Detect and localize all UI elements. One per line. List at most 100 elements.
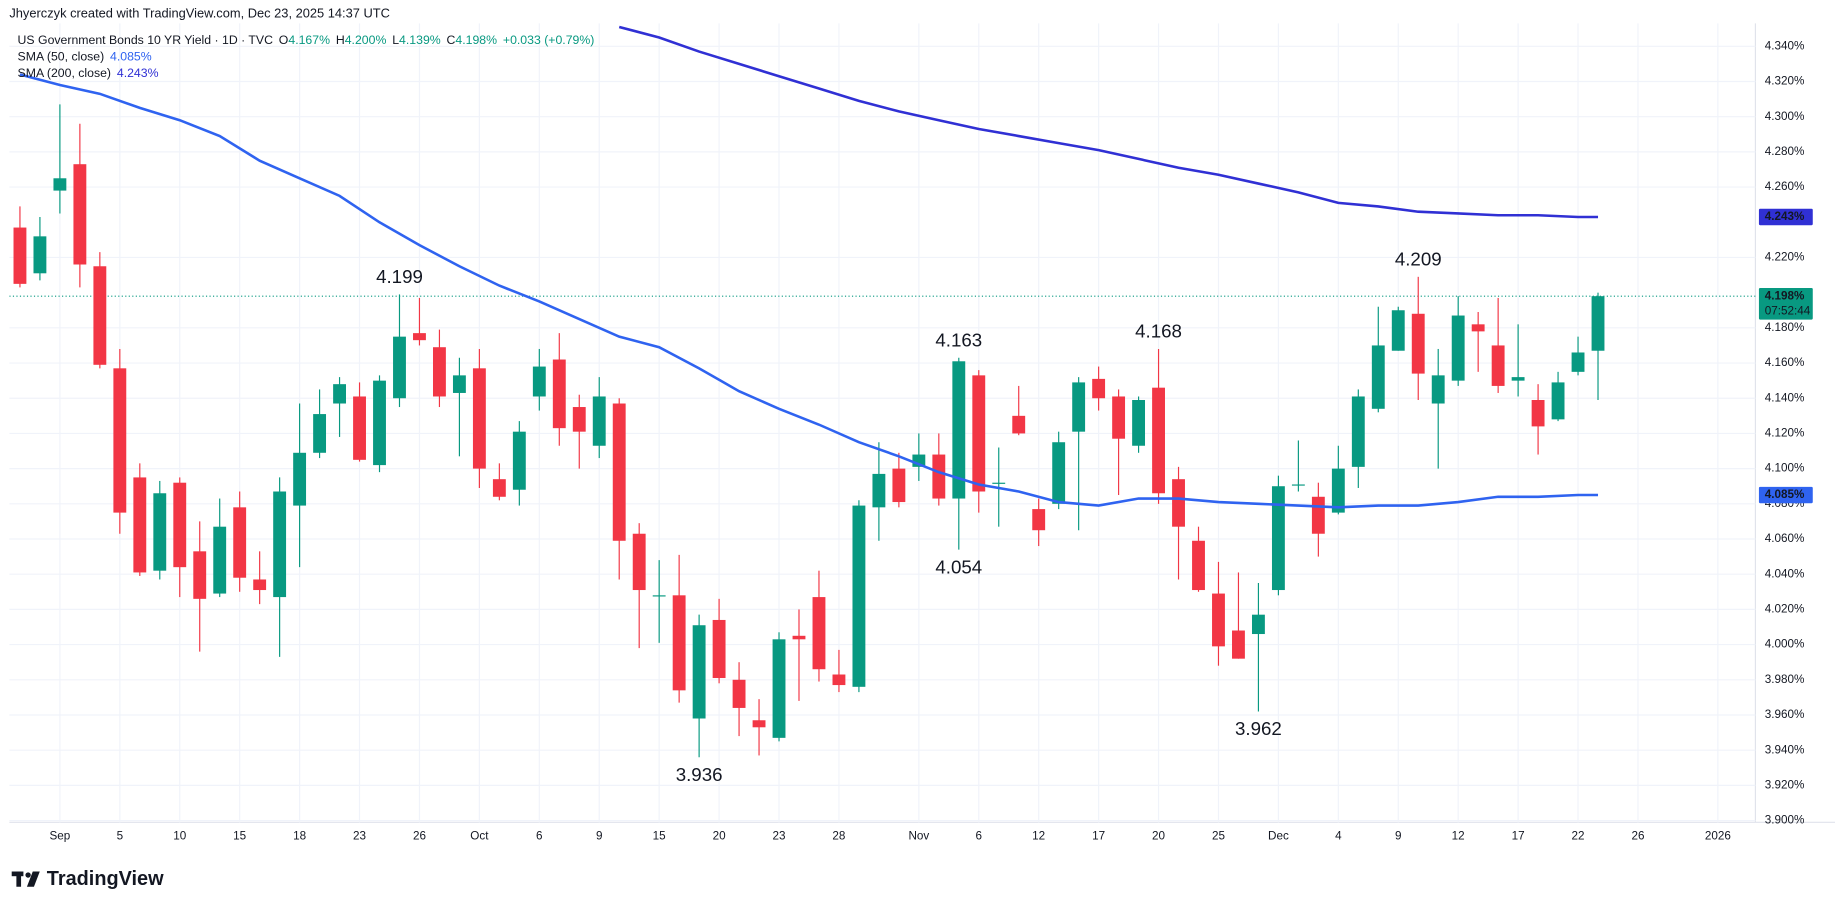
candle-body [1132, 399, 1146, 446]
x-tick-label: 2026 [1705, 829, 1731, 842]
price-label-box [1758, 208, 1813, 226]
candle-body [1331, 468, 1345, 513]
price-label: 4.198% [1765, 289, 1805, 302]
overlay: 4.340% 4.320% 4.300% 4.280% 4.260% 4.220% 4.18… [18, 33, 1813, 842]
candle-body [792, 635, 806, 640]
candle-body [972, 375, 986, 492]
legend-key: C [447, 33, 456, 47]
legend-title: US Government Bonds 10 YR Yield · 1D · T… [18, 33, 595, 47]
high-low-label: 4.054 [935, 556, 982, 577]
brand: TradingView [47, 868, 164, 890]
candle-body [1351, 396, 1365, 467]
x-tick-label: 15 [233, 829, 246, 842]
candle-body [1531, 399, 1545, 427]
x-tick-label: 20 [713, 829, 726, 842]
x-tick-label: 4 [1335, 829, 1342, 842]
candle-body [652, 595, 666, 597]
candle-body [432, 347, 446, 397]
x-tick-label: 9 [1395, 829, 1402, 842]
candle-body [752, 720, 766, 728]
candle-body [692, 625, 706, 719]
candle-body [472, 368, 486, 469]
x-tick-label: Oct [470, 829, 489, 842]
x-tick-label: 23 [773, 829, 786, 842]
countdown: 07:52:44 [1765, 304, 1811, 317]
candle-body [1032, 509, 1046, 531]
legend-value: 4.200% [345, 33, 387, 47]
legend-indicator: SMA (50, close) 4.085% [18, 50, 152, 64]
candle-body [632, 533, 646, 591]
legend-change: +0.033 (+0.79%) [503, 33, 594, 47]
candle-body [1291, 484, 1305, 486]
y-tick-label: 4.120% [1765, 427, 1805, 440]
candle-body [672, 595, 686, 691]
logo-part [25, 872, 31, 878]
candle-body [1511, 377, 1525, 381]
candle-body [13, 227, 27, 284]
candle-body [592, 396, 606, 446]
candle-body [452, 375, 466, 393]
x-tick-label: 5 [117, 829, 124, 842]
y-tick-label: 4.160% [1765, 356, 1805, 369]
candle-body [1152, 387, 1165, 494]
indicator-name: SMA (200, close) [18, 66, 111, 80]
candle-body [532, 366, 546, 397]
indicator-value: 4.243% [117, 66, 159, 80]
candle-body [1251, 614, 1265, 635]
candle-body [872, 473, 886, 508]
high-low-label: 4.209 [1395, 248, 1442, 269]
candle-body [233, 507, 247, 578]
candle-body [153, 493, 167, 571]
y-tick-label: 3.960% [1765, 708, 1805, 721]
sma-line [19, 73, 1599, 509]
y-tick-label: 4.340% [1765, 39, 1805, 52]
candle-body [1271, 486, 1285, 591]
y-tick-label: 4.000% [1765, 638, 1805, 651]
candle-body [1192, 540, 1205, 591]
legend-key: H [336, 33, 345, 47]
candle-body [952, 361, 966, 499]
logo-part [16, 871, 22, 887]
candle-body [253, 579, 267, 591]
candle-body [572, 407, 586, 432]
candle-body [1052, 442, 1066, 504]
x-tick-label: 20 [1152, 829, 1165, 842]
candle-body [413, 333, 426, 341]
x-tick-label: 10 [173, 829, 186, 842]
candle-body [612, 403, 626, 541]
x-tick-label: 23 [353, 829, 366, 842]
x-tick-label: 9 [596, 829, 603, 842]
candle-body [173, 482, 187, 568]
y-tick-label: 4.140% [1765, 391, 1805, 404]
x-tick-label: 6 [976, 829, 983, 842]
price-label: 4.243% [1765, 210, 1805, 223]
candle-body [293, 452, 307, 506]
candle-body [832, 674, 846, 686]
legend-symbol: US Government Bonds 10 YR Yield · 1D · T… [18, 33, 274, 47]
y-tick-label: 3.920% [1765, 778, 1805, 791]
x-tick-label: Dec [1268, 829, 1289, 842]
high-low-label: 3.962 [1235, 718, 1282, 739]
indicator-value: 4.085% [110, 50, 152, 64]
y-tick-label: 3.940% [1765, 743, 1805, 756]
y-tick-label: 4.300% [1765, 110, 1805, 123]
candle-body [1112, 396, 1126, 439]
candle-body [1212, 593, 1225, 647]
x-tick-label: 18 [293, 829, 306, 842]
candle-body [313, 414, 327, 453]
legend-value: 4.167% [288, 33, 330, 47]
y-tick-label: 4.060% [1765, 532, 1805, 545]
candle-body [772, 639, 786, 738]
x-tick-label: 17 [1092, 829, 1105, 842]
candle-body [213, 526, 227, 594]
candle-body [1072, 382, 1086, 432]
price-label-box [1758, 486, 1813, 504]
legend-value: 4.139% [399, 33, 441, 47]
candle-body [1311, 496, 1325, 534]
y-tick-label: 4.220% [1765, 251, 1805, 264]
candle-body [1491, 345, 1505, 386]
x-tick-label: 6 [536, 829, 543, 842]
candle-body [273, 491, 287, 598]
